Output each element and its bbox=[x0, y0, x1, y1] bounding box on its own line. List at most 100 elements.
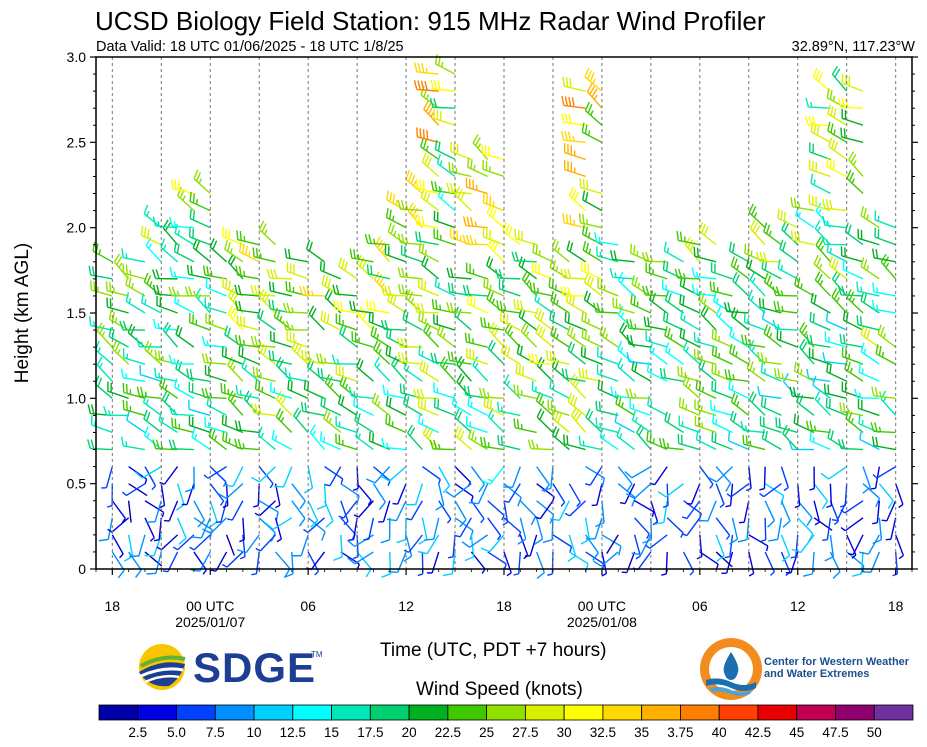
barb-shaft bbox=[449, 276, 472, 280]
barb-shaft bbox=[454, 434, 472, 451]
wind-barb bbox=[711, 345, 733, 365]
barb-flag bbox=[496, 401, 500, 412]
wind-barb bbox=[254, 379, 276, 399]
barb-shaft bbox=[763, 231, 782, 246]
barb-flag bbox=[518, 364, 521, 375]
barb-flag bbox=[814, 220, 821, 230]
barb-flag bbox=[339, 324, 344, 334]
barb-flag bbox=[568, 96, 572, 107]
barb-shaft bbox=[824, 360, 847, 365]
barb-flag bbox=[552, 351, 556, 362]
barb-flag bbox=[760, 352, 764, 362]
barb-flag bbox=[682, 295, 685, 306]
colorbar-swatch bbox=[602, 704, 643, 721]
wind-barb bbox=[415, 178, 439, 195]
wind-barb bbox=[748, 391, 766, 416]
barb-flag bbox=[99, 324, 105, 334]
wind-barb bbox=[578, 367, 603, 382]
barb-half-flag bbox=[633, 392, 637, 399]
wind-barb bbox=[423, 100, 440, 126]
barb-half-flag bbox=[99, 362, 103, 369]
barb-shaft bbox=[225, 483, 229, 506]
barb-flag bbox=[392, 193, 396, 204]
wind-barb bbox=[788, 440, 815, 451]
wind-barb bbox=[678, 415, 701, 434]
wind-barb bbox=[874, 227, 896, 246]
barb-half-flag bbox=[781, 305, 784, 312]
barb-half-flag bbox=[848, 553, 854, 556]
barb-half-flag bbox=[470, 496, 474, 502]
barb-half-flag bbox=[748, 572, 755, 577]
barb-shaft bbox=[220, 500, 228, 523]
barb-shaft bbox=[307, 466, 314, 489]
barb-shaft bbox=[488, 416, 505, 433]
barb-half-flag bbox=[189, 546, 195, 551]
barb-flag bbox=[420, 388, 425, 399]
barb-shaft bbox=[340, 500, 349, 522]
barb-shaft bbox=[601, 551, 608, 574]
barb-flag bbox=[254, 403, 258, 414]
barb-shaft bbox=[320, 440, 342, 451]
wind-barb bbox=[385, 414, 407, 434]
barb-shaft bbox=[616, 435, 635, 451]
barb-flag bbox=[122, 263, 125, 274]
barb-flag bbox=[384, 285, 389, 296]
barb-flag bbox=[659, 367, 663, 378]
barb-flag bbox=[184, 286, 189, 296]
barb-shaft bbox=[729, 335, 750, 348]
barb-flag bbox=[152, 439, 157, 449]
barb-half-flag bbox=[176, 290, 180, 297]
barb-flag bbox=[733, 394, 739, 405]
barb-flag bbox=[570, 394, 575, 405]
barb-shaft bbox=[775, 309, 798, 314]
wind-barb bbox=[338, 257, 358, 280]
barb-flag bbox=[90, 439, 95, 449]
barb-half-flag bbox=[636, 250, 639, 257]
barb-half-flag bbox=[898, 503, 904, 509]
barb-shaft bbox=[567, 333, 587, 348]
wind-barb bbox=[895, 534, 905, 560]
barb-flag bbox=[728, 379, 731, 389]
barb-flag bbox=[760, 396, 764, 407]
wind-barb bbox=[123, 534, 134, 562]
barb-shaft bbox=[324, 382, 342, 399]
barb-flag bbox=[587, 70, 592, 80]
barb-flag bbox=[554, 411, 560, 421]
barb-flag bbox=[751, 206, 757, 216]
barb-flag bbox=[273, 269, 278, 279]
barb-shaft bbox=[694, 292, 717, 297]
barb-flag bbox=[866, 329, 871, 339]
barb-flag bbox=[782, 520, 791, 528]
barb-shaft bbox=[356, 483, 372, 501]
wind-barb bbox=[338, 500, 358, 519]
barb-flag bbox=[663, 368, 667, 379]
barb-flag bbox=[323, 409, 328, 419]
wind-barb bbox=[181, 483, 195, 506]
wind-barb bbox=[764, 500, 776, 528]
barb-shaft bbox=[532, 251, 554, 263]
barb-half-flag bbox=[454, 400, 458, 407]
wind-barb bbox=[777, 208, 799, 229]
wind-barb bbox=[282, 302, 309, 314]
wind-barb bbox=[498, 279, 521, 297]
barb-shaft bbox=[437, 195, 456, 212]
barb-flag bbox=[777, 368, 781, 379]
wind-barb bbox=[333, 534, 343, 562]
barb-half-flag bbox=[636, 301, 639, 307]
barb-half-flag bbox=[872, 474, 878, 479]
wind-barb bbox=[128, 483, 148, 497]
wind-barb bbox=[860, 291, 880, 314]
barb-flag bbox=[143, 426, 149, 436]
barb-flag bbox=[390, 224, 395, 235]
barb-flag bbox=[469, 216, 474, 227]
barb-flag bbox=[442, 485, 451, 494]
barb-flag bbox=[224, 325, 229, 335]
barb-half-flag bbox=[487, 322, 490, 328]
barb-flag bbox=[421, 312, 425, 323]
wind-barb bbox=[323, 409, 342, 434]
wind-barb bbox=[380, 319, 407, 331]
barb-shaft bbox=[189, 321, 211, 331]
barb-flag bbox=[564, 312, 567, 322]
wind-barb bbox=[356, 357, 374, 382]
wind-barb bbox=[462, 284, 488, 297]
